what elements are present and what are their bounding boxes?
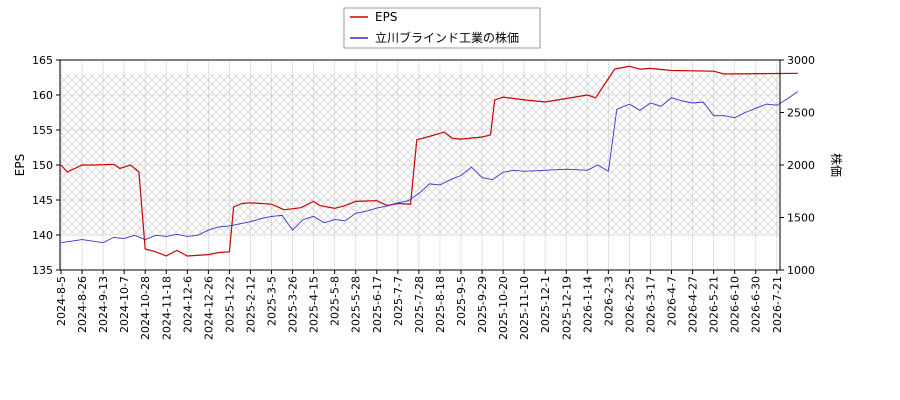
x-tick-label: 2024-10-7 [118, 276, 131, 333]
x-tick-label: 2024-8-5 [55, 276, 68, 326]
x-tick-label: 2024-12-6 [181, 276, 194, 333]
x-tick-label: 2024-11-18 [160, 276, 173, 340]
y-left-tick-label: 135 [32, 264, 53, 277]
x-tick-label: 2026-2-25 [623, 276, 636, 333]
x-tick-label: 2026-2-3 [602, 276, 615, 326]
x-tick-label: 2025-9-5 [455, 276, 468, 326]
y-right-tick-label: 2000 [787, 159, 815, 172]
x-tick-label: 2026-7-21 [771, 276, 784, 333]
y-left-tick-label: 145 [32, 194, 53, 207]
price-line [60, 91, 799, 244]
y-left-tick-label: 155 [32, 124, 53, 137]
series-layer [60, 65, 799, 257]
x-tick-label: 2025-9-29 [476, 276, 489, 333]
y-left-tick-label: 140 [32, 229, 53, 242]
x-tick-label: 2026-4-7 [666, 276, 679, 326]
x-tick-label: 2025-8-18 [434, 276, 447, 333]
eps-line [60, 65, 798, 257]
x-tick-label: 2024-12-26 [202, 276, 215, 340]
x-tick-label: 2025-1-22 [223, 276, 236, 333]
x-tick-label: 2025-10-20 [497, 276, 510, 340]
legend-label-price: 立川ブラインド工業の株価 [375, 30, 519, 45]
legend-label-eps: EPS [375, 10, 397, 24]
x-tick-label: 2024-10-28 [139, 276, 152, 340]
x-tick-label: 2025-5-28 [350, 276, 363, 333]
x-tick-label: 2025-7-7 [392, 276, 405, 326]
legend: EPS 立川ブラインド工業の株価 [343, 7, 541, 49]
x-tick-label: 2026-4-27 [687, 276, 700, 333]
x-tick-label: 2025-12-1 [539, 276, 552, 333]
x-tick-label: 2024-9-13 [97, 276, 110, 333]
x-tick-label: 2026-6-10 [729, 276, 742, 333]
y-axis-left-title: EPS [13, 154, 27, 176]
y-axis-right-title: 株価 [829, 153, 844, 177]
y-left-tick-label: 165 [32, 54, 53, 67]
x-tick-label: 2025-5-8 [329, 276, 342, 326]
y-axis-right: 1000 1500 2000 2500 3000 [780, 54, 815, 277]
y-left-tick-label: 160 [32, 89, 53, 102]
x-tick-label: 2026-3-17 [644, 276, 657, 333]
x-tick-label: 2025-6-17 [371, 276, 384, 333]
x-tick-label: 2024-8-26 [76, 276, 89, 333]
y-right-tick-label: 2500 [787, 107, 815, 120]
y-right-tick-label: 1500 [787, 212, 815, 225]
x-tick-label: 2025-12-19 [560, 276, 573, 340]
y-axis-left: 135 140 145 150 155 160 165 [32, 54, 60, 277]
x-tick-label: 2025-3-5 [266, 276, 279, 326]
y-right-tick-label: 3000 [787, 54, 815, 67]
x-tick-label: 2025-2-12 [244, 276, 257, 333]
y-left-tick-label: 150 [32, 159, 53, 172]
x-tick-label: 2025-11-10 [518, 276, 531, 340]
x-tick-label: 2026-6-30 [750, 276, 763, 333]
hatch-band [60, 74, 780, 235]
x-tick-label: 2026-5-21 [708, 276, 721, 333]
x-tick-label: 2025-7-28 [413, 276, 426, 333]
x-tick-label: 2025-3-26 [287, 276, 300, 333]
x-tick-label: 2026-1-14 [581, 276, 594, 333]
y-right-tick-label: 1000 [787, 264, 815, 277]
legend-box [343, 7, 541, 49]
x-tick-label: 2025-4-15 [308, 276, 321, 333]
x-axis: 2024-8-5 2024-8-26 2024-9-13 2024-10-7 2024-… [55, 270, 784, 340]
